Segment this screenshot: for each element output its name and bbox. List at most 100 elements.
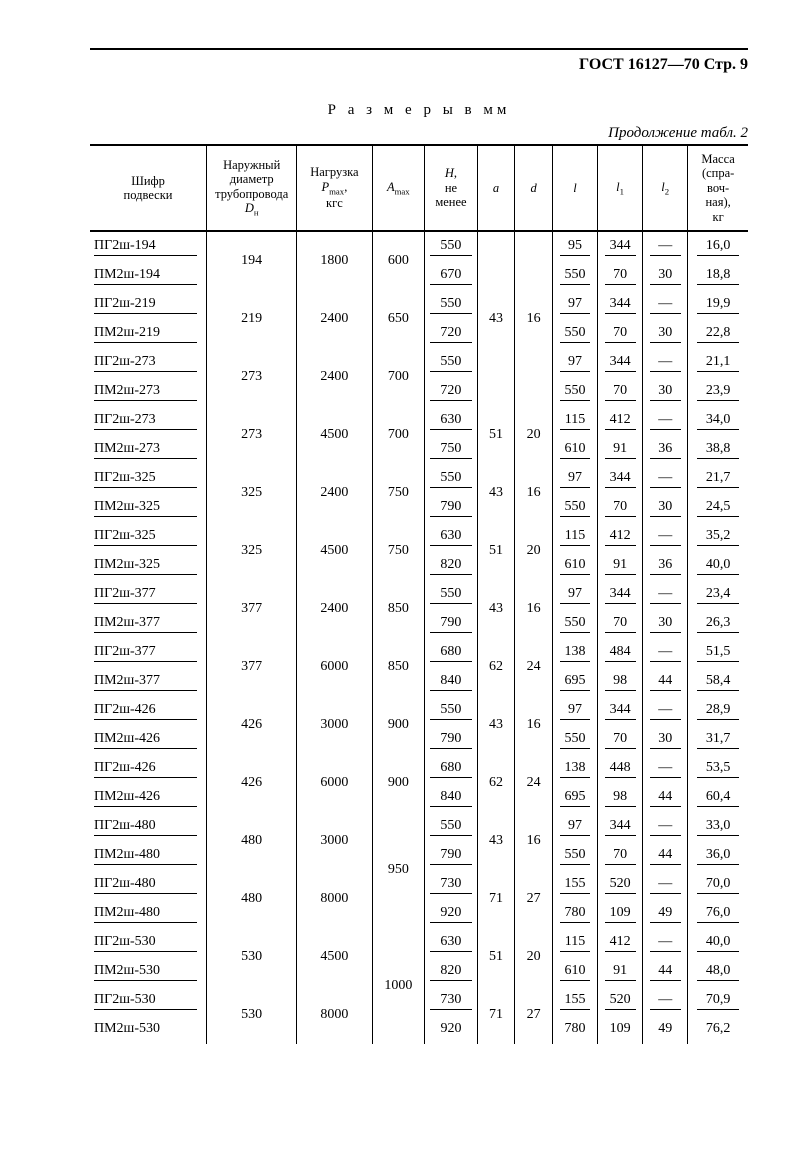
l2-cell: — [643, 928, 688, 957]
p-cell: 3000 [297, 696, 372, 754]
h-cell: 790 [425, 493, 478, 522]
l2-cell: 44 [643, 783, 688, 812]
h-cell: 790 [425, 609, 478, 638]
code-cell: ПМ2ш-426 [90, 783, 207, 812]
a-cell: 51 [477, 928, 515, 986]
mass-cell: 53,5 [688, 754, 748, 783]
l2-cell: — [643, 870, 688, 899]
h-cell: 720 [425, 377, 478, 406]
amax-cell: 850 [372, 580, 425, 638]
l-cell: 97 [552, 290, 597, 319]
p-cell: 8000 [297, 986, 372, 1044]
l1-cell: 70 [598, 725, 643, 754]
l2-cell: 30 [643, 377, 688, 406]
a-cell: 43 [477, 464, 515, 522]
l-cell: 138 [552, 754, 597, 783]
table-body: ПГ2ш-1941941800600550431695344—16,0ПМ2ш-… [90, 231, 748, 1044]
col-header: Шифрподвески [90, 145, 207, 231]
code-cell: ПГ2ш-377 [90, 580, 207, 609]
d-cell: 24 [515, 638, 553, 696]
p-cell: 6000 [297, 754, 372, 812]
l-cell: 97 [552, 812, 597, 841]
l-cell: 115 [552, 928, 597, 957]
h-cell: 730 [425, 870, 478, 899]
l2-cell: — [643, 522, 688, 551]
dn-cell: 530 [207, 986, 297, 1044]
l2-cell: — [643, 696, 688, 725]
code-cell: ПГ2ш-530 [90, 928, 207, 957]
l-cell: 97 [552, 580, 597, 609]
col-header: d [515, 145, 553, 231]
l1-cell: 91 [598, 435, 643, 464]
a-cell: 43 [477, 580, 515, 638]
mass-cell: 33,0 [688, 812, 748, 841]
h-cell: 550 [425, 580, 478, 609]
mass-cell: 76,2 [688, 1015, 748, 1044]
mass-cell: 70,0 [688, 870, 748, 899]
p-cell: 6000 [297, 638, 372, 696]
d-cell: 16 [515, 580, 553, 638]
l2-cell: 30 [643, 493, 688, 522]
amax-cell: 950 [372, 812, 425, 928]
dn-cell: 325 [207, 464, 297, 522]
d-cell: 20 [515, 522, 553, 580]
l1-cell: 70 [598, 609, 643, 638]
p-cell: 2400 [297, 464, 372, 522]
dn-cell: 273 [207, 348, 297, 406]
table-header-row: ШифрподвескиНаружныйдиаметртрубопроводаD… [90, 145, 748, 231]
col-header: Amax [372, 145, 425, 231]
dn-cell: 426 [207, 696, 297, 754]
h-cell: 630 [425, 928, 478, 957]
amax-cell: 700 [372, 348, 425, 406]
amax-cell: 750 [372, 464, 425, 522]
l-cell: 97 [552, 696, 597, 725]
col-header: Масса(спра-воч-ная),кг [688, 145, 748, 231]
l-cell: 550 [552, 319, 597, 348]
table-row: ПГ2ш-3773772400850550431697344—23,4 [90, 580, 748, 609]
mass-cell: 70,9 [688, 986, 748, 1015]
code-cell: ПГ2ш-377 [90, 638, 207, 667]
amax-cell: 850 [372, 638, 425, 696]
l1-cell: 520 [598, 986, 643, 1015]
amax-cell: 1000 [372, 928, 425, 1044]
l-cell: 97 [552, 464, 597, 493]
dn-cell: 273 [207, 406, 297, 464]
d-cell: 20 [515, 406, 553, 464]
h-cell: 820 [425, 957, 478, 986]
l-cell: 97 [552, 348, 597, 377]
mass-cell: 19,9 [688, 290, 748, 319]
l-cell: 780 [552, 899, 597, 928]
mass-cell: 51,5 [688, 638, 748, 667]
l-cell: 610 [552, 435, 597, 464]
code-cell: ПМ2ш-480 [90, 899, 207, 928]
mass-cell: 18,8 [688, 261, 748, 290]
l1-cell: 344 [598, 812, 643, 841]
l1-cell: 98 [598, 667, 643, 696]
h-cell: 820 [425, 551, 478, 580]
table-row: ПГ2ш-4264263000900550431697344—28,9 [90, 696, 748, 725]
code-cell: ПМ2ш-219 [90, 319, 207, 348]
mass-cell: 21,1 [688, 348, 748, 377]
amax-cell: 750 [372, 522, 425, 580]
d-cell: 16 [515, 812, 553, 870]
p-cell: 4500 [297, 928, 372, 986]
l2-cell: — [643, 986, 688, 1015]
mass-cell: 31,7 [688, 725, 748, 754]
code-cell: ПГ2ш-530 [90, 986, 207, 1015]
l1-cell: 412 [598, 522, 643, 551]
h-cell: 550 [425, 696, 478, 725]
h-cell: 630 [425, 406, 478, 435]
code-cell: ПМ2ш-480 [90, 841, 207, 870]
l-cell: 780 [552, 1015, 597, 1044]
code-cell: ПГ2ш-480 [90, 870, 207, 899]
d-cell: 16 [515, 696, 553, 754]
l1-cell: 344 [598, 696, 643, 725]
l-cell: 695 [552, 667, 597, 696]
l1-cell: 70 [598, 261, 643, 290]
l-cell: 550 [552, 725, 597, 754]
mass-cell: 23,4 [688, 580, 748, 609]
a-cell: 43 [477, 812, 515, 870]
mass-cell: 38,8 [688, 435, 748, 464]
code-cell: ПМ2ш-194 [90, 261, 207, 290]
l2-cell: 30 [643, 725, 688, 754]
